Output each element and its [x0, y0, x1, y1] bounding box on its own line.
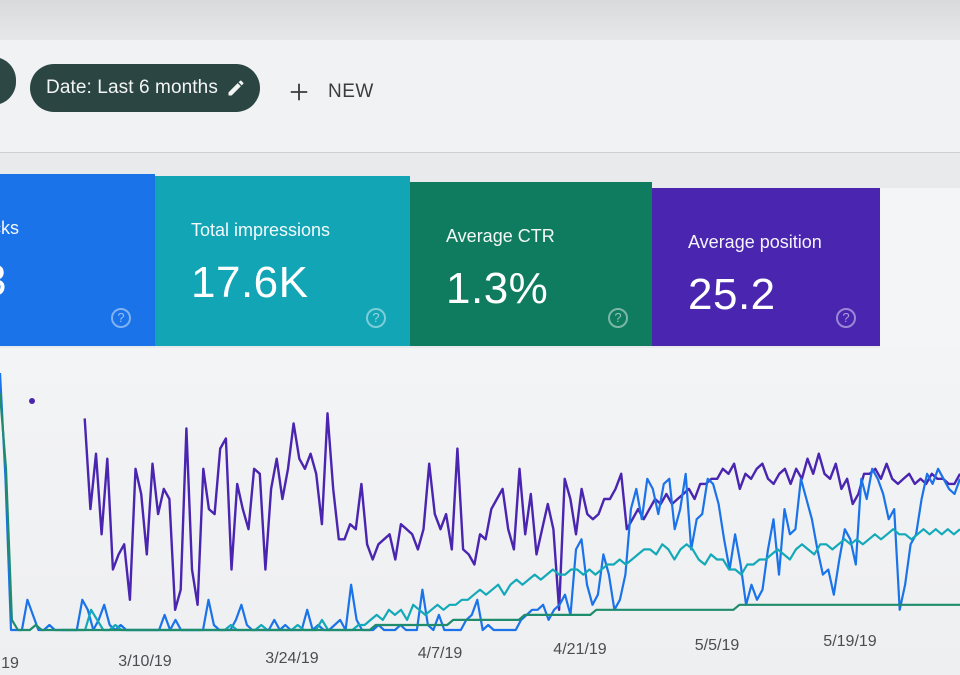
- card-gap: [880, 188, 960, 348]
- metric-card-ctr[interactable]: Average CTR 1.3% ?: [410, 182, 652, 346]
- performance-chart: 19 3/10/19 3/24/19 4/7/19 4/21/19 5/5/19 5/19/…: [0, 348, 960, 675]
- x-tick-label: 5/19/19: [823, 633, 876, 650]
- plus-icon: [290, 83, 308, 101]
- browser-top-bar: [0, 0, 960, 40]
- metric-value: 1.3%: [446, 264, 549, 313]
- metric-card-clicks[interactable]: cks 3 ?: [0, 174, 155, 346]
- series-layer: [0, 372, 960, 632]
- new-filter-button[interactable]: NEW: [288, 76, 374, 108]
- metric-value: 25.2: [688, 270, 776, 319]
- data-point: [29, 398, 35, 404]
- metric-title: Average position: [688, 232, 822, 252]
- metric-value: 3: [0, 256, 7, 306]
- series-line-0: [83, 412, 960, 611]
- date-filter-chip[interactable]: Date: Last 6 months: [30, 64, 260, 112]
- metric-title: Average CTR: [446, 226, 555, 246]
- chart-svg: 19 3/10/19 3/24/19 4/7/19 4/21/19 5/5/19 5/19/…: [0, 372, 960, 672]
- metric-value: 17.6K: [191, 258, 309, 307]
- tick-layer: 19 3/10/19 3/24/19 4/7/19 4/21/19 5/5/19 5/19/…: [1, 633, 877, 672]
- x-tick-label: 4/7/19: [418, 645, 463, 662]
- metric-cards: cks 3 ? Total impressions 17.6K ? Averag…: [0, 170, 960, 350]
- series-line-1: [0, 372, 960, 632]
- pencil-icon[interactable]: [226, 78, 246, 98]
- date-filter-label: Date: Last 6 months: [46, 77, 218, 98]
- series-line-2: [60, 528, 960, 632]
- x-tick-label: 4/21/19: [553, 641, 606, 658]
- x-tick-label: 3/24/19: [265, 650, 318, 667]
- x-tick-label: 3/10/19: [118, 653, 171, 670]
- filter-chip-partial[interactable]: [0, 57, 16, 105]
- x-tick-label: 19: [1, 655, 19, 672]
- metric-title: Total impressions: [191, 220, 331, 240]
- series-line-3: [0, 393, 960, 632]
- help-icon[interactable]: ?: [366, 308, 386, 328]
- metric-card-impressions[interactable]: Total impressions 17.6K ?: [155, 176, 410, 346]
- help-icon[interactable]: ?: [836, 308, 856, 328]
- new-filter-label: NEW: [328, 81, 374, 102]
- x-tick-label: 5/5/19: [695, 637, 740, 654]
- metric-card-position[interactable]: Average position 25.2 ?: [652, 188, 880, 346]
- help-icon[interactable]: ?: [608, 308, 628, 328]
- metric-title: cks: [0, 218, 19, 238]
- help-icon[interactable]: ?: [111, 308, 131, 328]
